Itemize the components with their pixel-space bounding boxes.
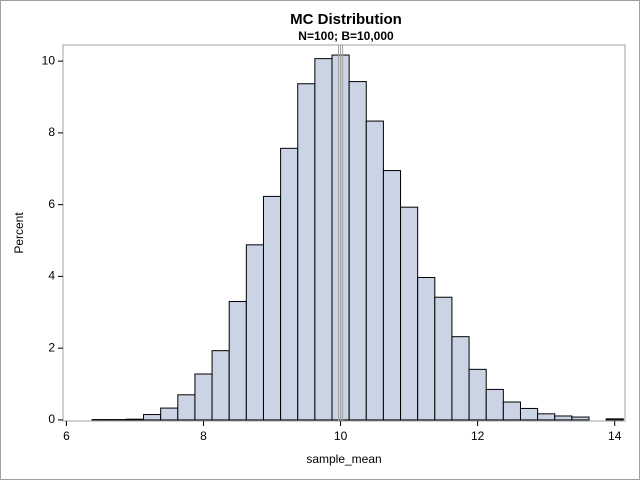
- bar: [537, 413, 556, 421]
- bar: [160, 407, 179, 421]
- bar: [314, 58, 333, 421]
- y-tick-label: 6: [48, 197, 55, 211]
- y-axis-label: Percent: [12, 212, 26, 254]
- bar: [502, 401, 521, 421]
- bar: [348, 81, 367, 421]
- y-tick-label: 8: [48, 125, 55, 139]
- bar: [417, 276, 436, 421]
- y-tick-label: 0: [48, 412, 55, 426]
- bar: [434, 296, 453, 421]
- bar: [228, 301, 247, 421]
- chart-subtitle: N=100; B=10,000: [298, 29, 394, 43]
- bar: [451, 336, 470, 421]
- bar: [177, 394, 196, 421]
- bar: [571, 416, 590, 421]
- y-tick-label: 10: [42, 53, 56, 67]
- bar: [125, 418, 145, 421]
- bar: [262, 195, 282, 421]
- y-tick-label: 4: [48, 269, 55, 283]
- chart-title: MC Distribution: [290, 11, 402, 28]
- bar: [297, 83, 316, 421]
- x-tick-label: 8: [200, 429, 207, 443]
- bar: [382, 170, 402, 421]
- bar: [365, 120, 384, 421]
- x-tick-label: 6: [63, 429, 70, 443]
- y-tick-label: 2: [48, 340, 55, 354]
- bar: [485, 388, 504, 421]
- bar: [468, 368, 487, 421]
- x-tick-label: 12: [471, 429, 485, 443]
- bar: [143, 414, 162, 421]
- plot-frame: [62, 44, 626, 422]
- bar: [280, 147, 299, 421]
- x-tick-label: 14: [608, 429, 622, 443]
- bar: [605, 418, 624, 421]
- x-tick-label: 10: [334, 429, 348, 443]
- x-axis-label: sample_mean: [306, 452, 381, 466]
- bar: [400, 206, 419, 421]
- bar: [245, 244, 264, 421]
- bar: [519, 407, 539, 421]
- bar: [554, 415, 573, 421]
- bar: [194, 373, 213, 421]
- bar: [211, 350, 230, 421]
